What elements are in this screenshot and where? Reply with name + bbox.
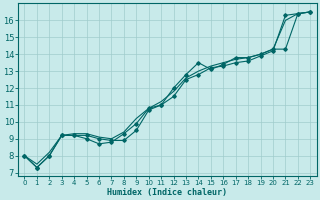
X-axis label: Humidex (Indice chaleur): Humidex (Indice chaleur): [108, 188, 228, 197]
